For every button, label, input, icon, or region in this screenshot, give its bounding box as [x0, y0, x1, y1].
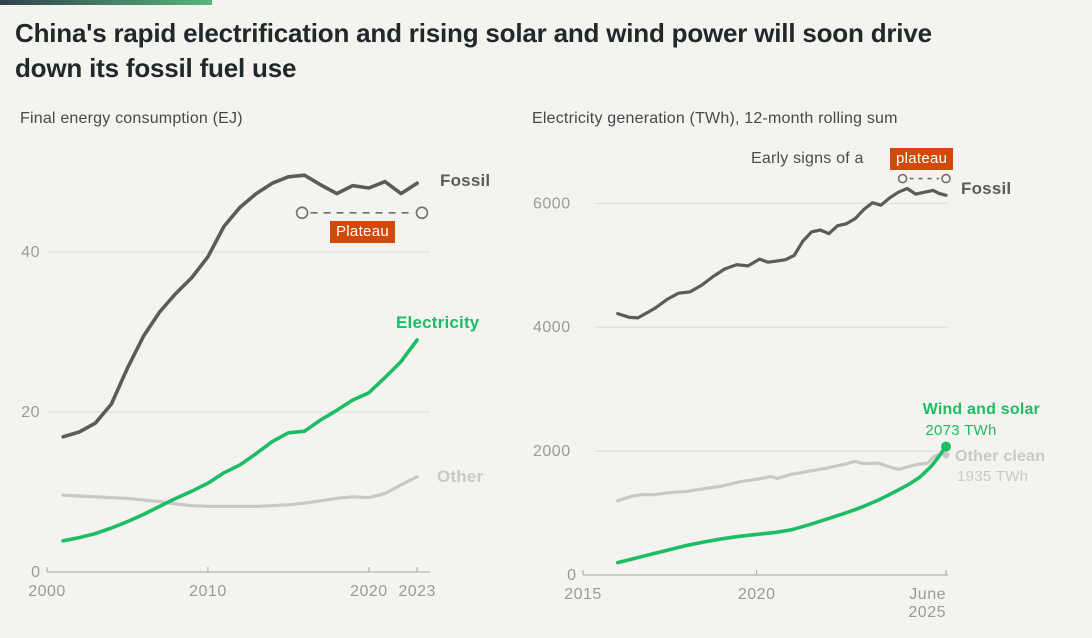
- y-zero-label: 0: [567, 567, 576, 584]
- x-axis: 2000 2010 2020 2023: [28, 567, 436, 600]
- series-end-dot-other-clean: [942, 451, 950, 459]
- gridlines: [47, 251, 430, 413]
- brand-accent-bar: [0, 0, 212, 5]
- y-tick-label: 4000: [533, 319, 571, 336]
- y-tick-label: 40: [21, 244, 40, 261]
- y-tick-label: 2000: [533, 443, 571, 460]
- x-tick-label: June: [909, 586, 946, 603]
- plateau-badge-left: Plateau: [330, 221, 395, 243]
- label-fossil-right: Fossil: [961, 179, 1012, 198]
- series-line-fossil: [616, 186, 948, 320]
- plateau-badge-right: plateau: [890, 148, 954, 170]
- label-wind-and-solar-value: 2073 TWh: [925, 422, 997, 439]
- plateau-endpoint-circle: [897, 173, 908, 184]
- y-tick-label: 6000: [533, 195, 571, 212]
- y-tick-label: 20: [21, 404, 40, 421]
- x-tick-label: 2000: [28, 583, 66, 600]
- x-tick-label: 2015: [564, 586, 602, 603]
- label-wind-and-solar: Wind and solar: [922, 401, 1040, 418]
- series-lines: [61, 173, 419, 543]
- x-tick-label: 2023: [398, 583, 436, 600]
- page-title: China's rapid electrification and rising…: [15, 18, 932, 83]
- plateau-annotation: [897, 173, 951, 184]
- gridlines: [595, 202, 948, 452]
- plateau-endpoint-circle: [941, 173, 951, 184]
- label-electricity: Electricity: [396, 313, 480, 332]
- chart-left-subtitle: Final energy consumption (EJ): [20, 110, 243, 127]
- series-line-wind-solar: [615, 444, 948, 565]
- series-line-electricity: [61, 338, 419, 543]
- x-tick-label: 2020: [350, 583, 388, 600]
- x-tick-label: 2010: [189, 583, 227, 600]
- series-end-dot-wind-solar: [941, 441, 951, 452]
- plateau-annotation: [295, 206, 429, 220]
- label-other-clean: Other clean: [955, 448, 1046, 465]
- y-tick-labels: 2000 4000 6000: [533, 195, 571, 460]
- early-signs-text: Early signs of a: [751, 150, 864, 167]
- x-tick-label: 2020: [738, 586, 776, 603]
- label-other-clean-value: 1935 TWh: [957, 468, 1029, 485]
- chart-right-subtitle: Electricity generation (TWh), 12-month r…: [532, 110, 898, 127]
- plateau-endpoint-circle: [415, 206, 429, 220]
- y-zero-label: 0: [31, 564, 40, 581]
- x-tick-label: 2025: [908, 604, 946, 621]
- label-other: Other: [437, 467, 484, 486]
- series-line-other-clean: [616, 452, 948, 503]
- plateau-endpoint-circle: [295, 206, 309, 220]
- series-line-fossil: [61, 173, 419, 439]
- label-fossil-left: Fossil: [440, 171, 491, 190]
- series-lines: [615, 186, 951, 565]
- series-line-other: [61, 475, 419, 508]
